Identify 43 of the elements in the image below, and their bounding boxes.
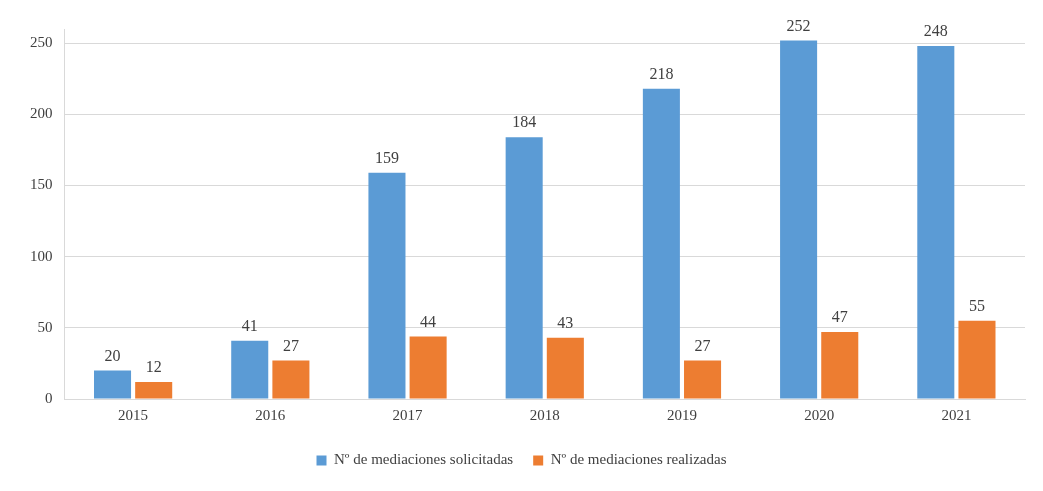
y-tick-label: 100 [30,247,53,264]
x-tick-label: 2019 [666,406,697,423]
legend-label: Nº de mediaciones solicitadas [334,451,514,468]
data-label: 27 [282,336,299,354]
bar [684,360,722,399]
x-tick-label: 2020 [804,406,835,423]
data-label: 44 [420,312,437,330]
data-label: 47 [831,308,848,326]
bar [272,360,310,399]
bar [505,137,543,399]
bar [642,88,680,399]
data-label: 43 [557,314,574,332]
y-tick-label: 200 [30,105,53,122]
bar [135,381,173,399]
data-label: 55 [968,296,985,314]
bar [780,40,818,399]
data-label: 20 [104,346,121,364]
x-tick-label: 2021 [941,406,972,423]
y-tick-label: 50 [37,318,53,335]
x-tick-label: 2018 [529,406,560,423]
bar [917,46,955,399]
bar [958,320,996,399]
data-label: 184 [512,113,537,131]
x-tick-label: 2016 [255,406,286,423]
data-label: 248 [923,22,948,40]
bar [231,340,269,399]
bar [409,336,447,399]
y-tick-label: 0 [45,389,53,406]
bar [94,370,132,399]
data-label: 252 [786,16,811,34]
data-label: 12 [145,358,162,376]
legend-label: Nº de mediaciones realizadas [550,451,727,468]
data-label: 159 [374,148,399,166]
bar [821,332,859,399]
x-tick-label: 2015 [118,406,149,423]
data-label: 218 [649,64,674,82]
bar [368,172,406,399]
bar [546,337,584,399]
x-tick-label: 2017 [392,406,424,423]
data-label: 41 [241,316,258,334]
y-tick-label: 250 [30,34,53,51]
data-label: 27 [694,336,711,354]
y-tick-label: 150 [30,176,53,193]
